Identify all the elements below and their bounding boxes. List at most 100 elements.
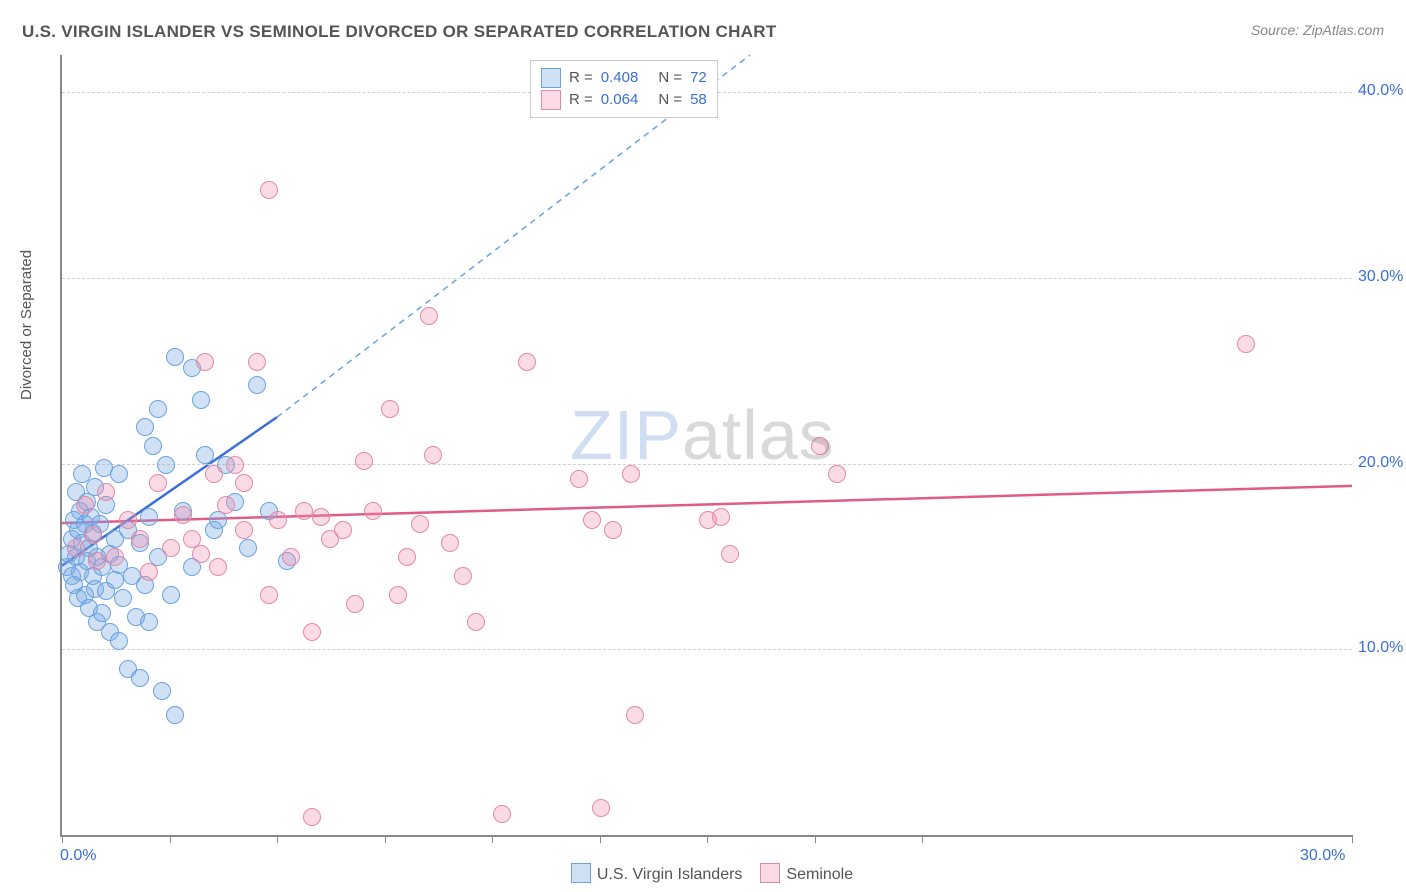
data-point xyxy=(114,589,132,607)
data-point xyxy=(1237,335,1255,353)
legend-swatch-icon xyxy=(571,863,591,883)
data-point xyxy=(364,502,382,520)
data-point xyxy=(192,391,210,409)
data-point xyxy=(811,437,829,455)
y-tick-label: 10.0% xyxy=(1358,639,1403,657)
data-point xyxy=(381,400,399,418)
data-point xyxy=(282,548,300,566)
series-legend: U.S. Virgin Islanders Seminole xyxy=(0,863,1406,884)
data-point xyxy=(721,545,739,563)
data-point xyxy=(592,799,610,817)
data-point xyxy=(334,521,352,539)
x-tick xyxy=(707,835,708,843)
data-point xyxy=(493,805,511,823)
x-tick xyxy=(277,835,278,843)
legend-series-label: Seminole xyxy=(786,866,853,883)
data-point xyxy=(76,496,94,514)
data-point xyxy=(162,539,180,557)
data-point xyxy=(626,706,644,724)
data-point xyxy=(157,456,175,474)
data-point xyxy=(424,446,442,464)
data-point xyxy=(140,613,158,631)
data-point xyxy=(131,669,149,687)
data-point xyxy=(119,511,137,529)
data-point xyxy=(583,511,601,529)
data-point xyxy=(196,353,214,371)
x-tick xyxy=(170,835,171,843)
data-point xyxy=(149,474,167,492)
data-point xyxy=(622,465,640,483)
data-point xyxy=(303,623,321,641)
data-point xyxy=(144,437,162,455)
legend-n-label: N = xyxy=(658,89,682,111)
legend-row: R = 0.408N = 72 xyxy=(541,67,707,89)
data-point xyxy=(260,586,278,604)
data-point xyxy=(226,456,244,474)
x-tick xyxy=(815,835,816,843)
legend-swatch-icon xyxy=(760,863,780,883)
data-point xyxy=(136,418,154,436)
data-point xyxy=(162,586,180,604)
x-tick xyxy=(922,835,923,843)
legend-swatch-icon xyxy=(541,90,561,110)
data-point xyxy=(260,181,278,199)
trend-lines-svg xyxy=(62,55,1352,835)
data-point xyxy=(570,470,588,488)
legend-r-value: 0.064 xyxy=(601,89,639,111)
data-point xyxy=(95,459,113,477)
x-tick xyxy=(1352,835,1353,843)
x-tick xyxy=(62,835,63,843)
correlation-legend: R = 0.408N = 72R = 0.064N = 58 xyxy=(530,60,718,118)
y-axis-label: Divorced or Separated xyxy=(18,250,35,400)
plot-area xyxy=(60,55,1352,837)
y-tick-label: 40.0% xyxy=(1358,82,1403,100)
data-point xyxy=(235,474,253,492)
data-point xyxy=(140,563,158,581)
data-point xyxy=(346,595,364,613)
data-point xyxy=(140,508,158,526)
x-tick xyxy=(600,835,601,843)
data-point xyxy=(828,465,846,483)
data-point xyxy=(454,567,472,585)
gridline-h xyxy=(62,278,1352,279)
data-point xyxy=(217,496,235,514)
legend-r-value: 0.408 xyxy=(601,67,639,89)
legend-swatch-icon xyxy=(541,68,561,88)
legend-r-label: R = xyxy=(569,89,593,111)
legend-n-value: 72 xyxy=(690,67,707,89)
x-tick-label: 30.0% xyxy=(1300,847,1345,865)
data-point xyxy=(93,604,111,622)
legend-row: R = 0.064N = 58 xyxy=(541,89,707,111)
data-point xyxy=(420,307,438,325)
data-point xyxy=(295,502,313,520)
data-point xyxy=(153,682,171,700)
data-point xyxy=(209,511,227,529)
data-point xyxy=(712,508,730,526)
data-point xyxy=(209,558,227,576)
data-point xyxy=(604,521,622,539)
source-attribution: Source: ZipAtlas.com xyxy=(1251,22,1384,38)
chart-title: U.S. VIRGIN ISLANDER VS SEMINOLE DIVORCE… xyxy=(22,22,777,42)
data-point xyxy=(110,632,128,650)
data-point xyxy=(312,508,330,526)
data-point xyxy=(192,545,210,563)
data-point xyxy=(166,348,184,366)
data-point xyxy=(411,515,429,533)
data-point xyxy=(355,452,373,470)
data-point xyxy=(467,613,485,631)
x-tick xyxy=(492,835,493,843)
data-point xyxy=(239,539,257,557)
data-point xyxy=(149,400,167,418)
data-point xyxy=(84,526,102,544)
x-tick xyxy=(385,835,386,843)
legend-series-label: U.S. Virgin Islanders xyxy=(597,866,743,883)
x-tick-label: 0.0% xyxy=(60,847,96,865)
data-point xyxy=(235,521,253,539)
gridline-h xyxy=(62,649,1352,650)
data-point xyxy=(205,465,223,483)
gridline-h xyxy=(62,464,1352,465)
data-point xyxy=(398,548,416,566)
data-point xyxy=(518,353,536,371)
y-tick-label: 20.0% xyxy=(1358,454,1403,472)
data-point xyxy=(174,506,192,524)
